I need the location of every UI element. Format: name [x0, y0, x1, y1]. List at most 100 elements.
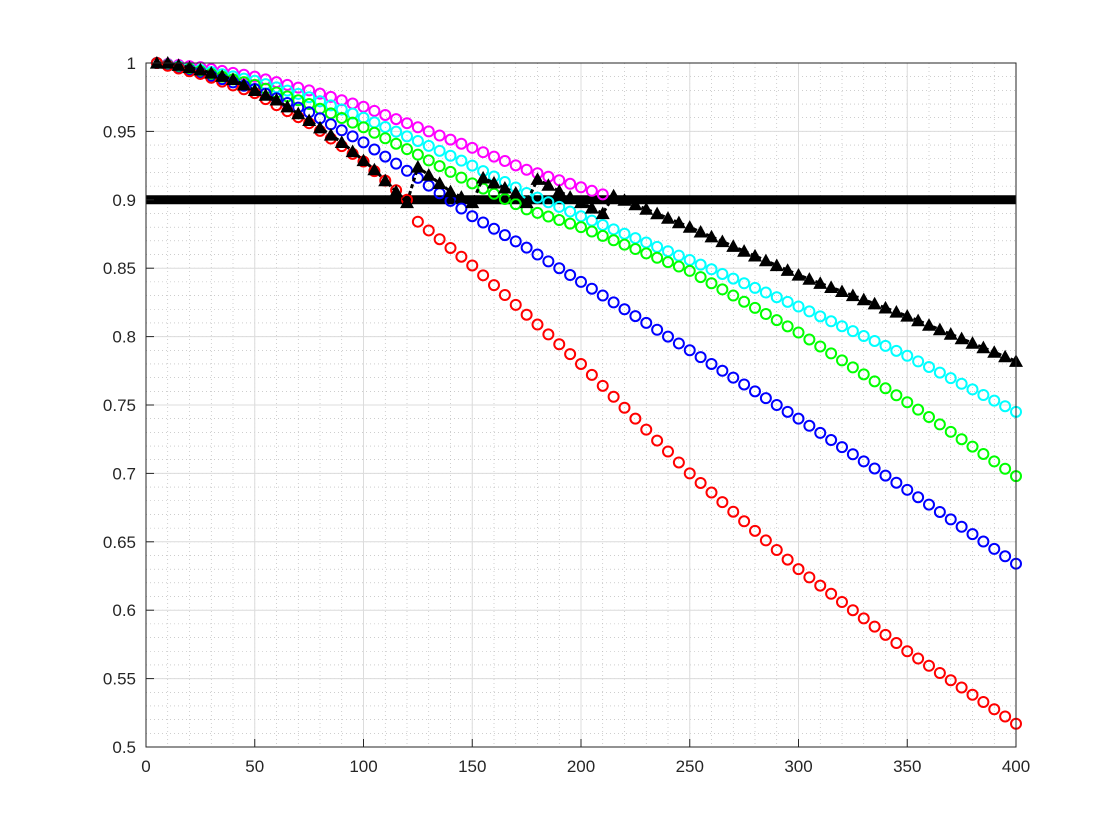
triangle-marker: [302, 113, 317, 127]
y-tick-label: 0.9: [112, 191, 136, 210]
circle-marker: [596, 188, 609, 201]
circle-marker: [705, 263, 718, 276]
triangle-marker: [421, 168, 436, 181]
series-6: [149, 56, 1023, 367]
triangle-marker: [900, 309, 915, 322]
x-tick-label: 350: [893, 757, 921, 776]
triangle-marker: [193, 62, 208, 76]
circle-marker: [379, 108, 392, 121]
circle-marker: [759, 286, 772, 299]
circle-marker: [401, 143, 413, 156]
circle-marker: [890, 476, 903, 489]
circle-marker: [988, 394, 1001, 407]
circle-marker: [520, 308, 533, 321]
circle-marker: [738, 515, 751, 528]
circle-marker: [705, 277, 718, 290]
circle-marker: [792, 300, 805, 313]
y-tick-label: 0.7: [112, 464, 136, 483]
circle-marker: [901, 483, 914, 496]
circle-marker: [868, 462, 881, 475]
circle-marker: [248, 70, 261, 83]
circle-marker: [879, 628, 892, 641]
circle-marker: [542, 196, 555, 209]
circle-marker: [455, 202, 468, 215]
circle-marker: [357, 136, 370, 149]
circle-marker: [857, 612, 870, 625]
triangle-marker: [476, 170, 491, 184]
circle-marker: [814, 426, 827, 439]
circle-marker: [944, 425, 957, 438]
triangle-marker: [911, 313, 926, 327]
circle-marker: [509, 298, 522, 311]
circle-marker: [738, 277, 751, 290]
circle-marker: [303, 84, 316, 97]
circle-marker: [759, 534, 772, 547]
triangle-marker: [584, 201, 599, 214]
circle-marker: [901, 349, 914, 362]
x-tick-label: 100: [349, 757, 377, 776]
triangle-marker: [508, 185, 523, 199]
x-axis: 0 50 100 150 200 250 300 350 400: [141, 739, 1030, 776]
x-tick-label: 50: [245, 757, 264, 776]
triangle-marker: [530, 172, 545, 185]
circle-marker: [814, 340, 827, 353]
circle-marker: [575, 357, 587, 370]
circle-marker: [433, 144, 446, 157]
circle-marker: [749, 301, 761, 314]
circle-marker: [640, 247, 653, 260]
triangle-marker: [954, 331, 969, 345]
triangle-marker: [791, 268, 806, 281]
x-tick-label: 200: [567, 757, 595, 776]
circle-marker: [444, 241, 457, 254]
circle-marker: [846, 361, 859, 374]
circle-marker: [955, 377, 968, 390]
triangle-marker: [943, 327, 958, 340]
circle-marker: [879, 339, 892, 352]
circle-marker: [640, 316, 653, 329]
triangle-marker: [682, 220, 697, 233]
circle-marker: [944, 372, 957, 385]
circle-marker: [629, 412, 642, 425]
circle-marker: [999, 550, 1012, 563]
triangle-marker: [367, 162, 382, 176]
circle-marker: [488, 150, 500, 163]
circle-marker: [727, 289, 740, 302]
circle-marker: [585, 368, 598, 381]
x-tick-label: 400: [1002, 757, 1030, 776]
circle-marker: [662, 445, 674, 458]
y-tick-label: 0.65: [103, 533, 136, 552]
triangle-marker: [291, 106, 306, 120]
circle-marker: [694, 258, 707, 271]
circle-marker: [923, 659, 935, 672]
circle-marker: [498, 192, 511, 205]
circle-marker: [618, 238, 631, 251]
circle-marker: [335, 124, 348, 137]
circle-marker: [716, 364, 729, 377]
circle-marker: [890, 637, 903, 650]
circle-marker: [498, 289, 511, 302]
circle-marker: [999, 462, 1012, 475]
circle-marker: [509, 159, 522, 172]
circle-marker: [694, 476, 707, 489]
circle-marker: [585, 184, 598, 197]
circle-marker: [933, 366, 946, 379]
circle-marker: [944, 674, 957, 687]
circle-marker: [781, 295, 794, 308]
circle-marker: [379, 132, 392, 145]
circle-marker: [444, 165, 457, 178]
series-line: [156, 61, 1017, 363]
circle-marker: [879, 382, 892, 395]
circle-marker: [596, 289, 609, 302]
circle-marker: [444, 133, 457, 146]
circle-marker: [520, 241, 533, 254]
circle-marker: [683, 467, 696, 480]
triangle-marker: [835, 284, 849, 298]
circle-marker: [314, 95, 326, 108]
series-layer: [149, 56, 1023, 730]
triangle-marker: [236, 77, 251, 91]
triangle-marker: [824, 280, 839, 293]
triangle-marker: [389, 184, 404, 198]
circle-marker: [672, 260, 685, 273]
triangle-marker: [410, 159, 425, 173]
circle-marker: [390, 157, 403, 170]
